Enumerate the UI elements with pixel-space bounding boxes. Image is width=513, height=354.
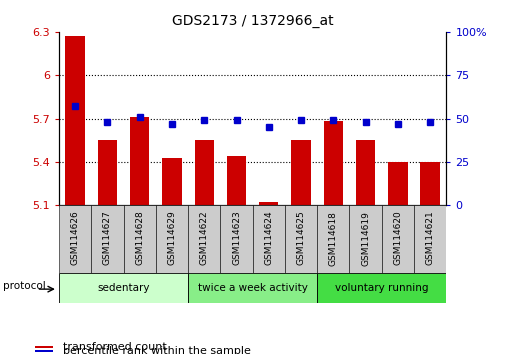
- Text: voluntary running: voluntary running: [335, 282, 428, 293]
- Text: percentile rank within the sample: percentile rank within the sample: [63, 346, 250, 354]
- Text: GSM114624: GSM114624: [264, 211, 273, 266]
- Text: GSM114627: GSM114627: [103, 211, 112, 266]
- Text: twice a week activity: twice a week activity: [198, 282, 308, 293]
- Bar: [324, 121, 343, 205]
- Text: GSM114621: GSM114621: [426, 211, 435, 266]
- Text: GSM114626: GSM114626: [71, 211, 80, 266]
- Bar: [35, 346, 53, 348]
- Text: GSM114620: GSM114620: [393, 211, 402, 266]
- Bar: [162, 158, 182, 205]
- Bar: [66, 36, 85, 205]
- Text: protocol: protocol: [3, 281, 46, 291]
- Bar: [356, 140, 376, 205]
- Bar: [291, 140, 311, 205]
- Bar: [382, 205, 414, 273]
- Text: GSM114625: GSM114625: [297, 211, 306, 266]
- Bar: [221, 205, 252, 273]
- Bar: [252, 205, 285, 273]
- Text: GSM114619: GSM114619: [361, 211, 370, 266]
- Bar: [130, 117, 149, 205]
- Bar: [414, 205, 446, 273]
- Bar: [124, 205, 156, 273]
- Bar: [421, 162, 440, 205]
- Bar: [91, 205, 124, 273]
- Text: GSM114628: GSM114628: [135, 211, 144, 266]
- Bar: [194, 140, 214, 205]
- Text: GSM114629: GSM114629: [167, 211, 176, 266]
- Bar: [188, 273, 317, 303]
- Bar: [59, 205, 91, 273]
- Text: GSM114623: GSM114623: [232, 211, 241, 266]
- Bar: [35, 350, 53, 352]
- Bar: [59, 273, 188, 303]
- Bar: [259, 202, 279, 205]
- Bar: [97, 140, 117, 205]
- Bar: [188, 205, 221, 273]
- Bar: [156, 205, 188, 273]
- Bar: [285, 205, 317, 273]
- Bar: [349, 205, 382, 273]
- Title: GDS2173 / 1372966_at: GDS2173 / 1372966_at: [172, 14, 333, 28]
- Bar: [388, 162, 407, 205]
- Text: sedentary: sedentary: [97, 282, 150, 293]
- Text: transformed count: transformed count: [63, 342, 166, 352]
- Text: GSM114618: GSM114618: [329, 211, 338, 266]
- Bar: [317, 205, 349, 273]
- Text: GSM114622: GSM114622: [200, 211, 209, 266]
- Bar: [227, 156, 246, 205]
- Bar: [317, 273, 446, 303]
